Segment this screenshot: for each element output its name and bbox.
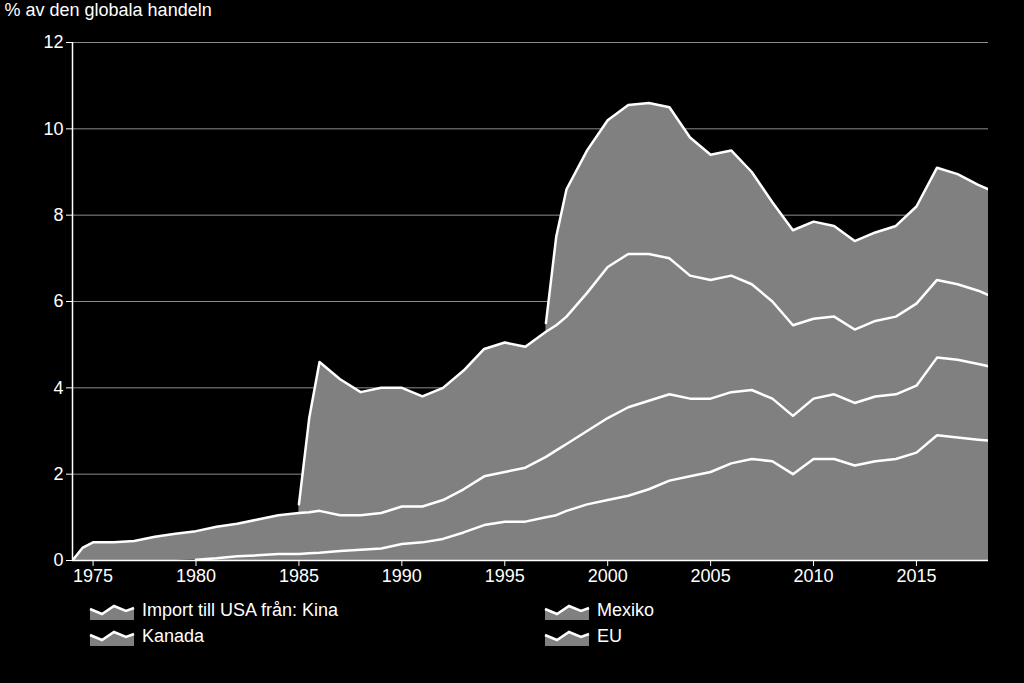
svg-text:2010: 2010 [794, 566, 834, 586]
svg-text:2000: 2000 [588, 566, 628, 586]
svg-text:% av den globala handeln: % av den globala handeln [5, 0, 212, 20]
svg-text:2015: 2015 [896, 566, 936, 586]
html-text:Import till USA från: Kina: Import till USA från: Kina [142, 599, 339, 620]
svg-text:10: 10 [43, 119, 63, 139]
html-text:Mexiko: Mexiko [597, 599, 654, 620]
svg-text:12: 12 [43, 32, 63, 52]
svg-text:1990: 1990 [382, 566, 422, 586]
svg-text:1980: 1980 [176, 566, 216, 586]
svg-text:8: 8 [53, 205, 63, 225]
html-text:EU: EU [597, 625, 622, 646]
svg-text:4: 4 [53, 378, 63, 398]
svg-text:1995: 1995 [485, 566, 525, 586]
svg-text:1985: 1985 [279, 566, 319, 586]
svg-text:2: 2 [53, 464, 63, 484]
svg-text:2005: 2005 [691, 566, 731, 586]
svg-text:1975: 1975 [73, 566, 113, 586]
svg-text:0: 0 [53, 550, 63, 570]
svg-text:6: 6 [53, 291, 63, 311]
html-text:Kanada: Kanada [142, 625, 205, 646]
